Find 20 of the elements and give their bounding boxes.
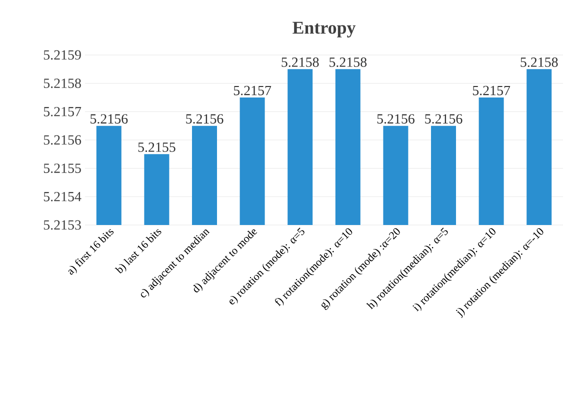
data-label: 5.2157 bbox=[472, 86, 510, 96]
x-tick-label: b) last 16 bits bbox=[114, 229, 162, 274]
data-label: 5.2158 bbox=[330, 57, 367, 67]
data-label: 5.2158 bbox=[520, 57, 558, 67]
y-tick-label: 5.2155 bbox=[44, 164, 81, 174]
x-tick-label: a) first 16 bits bbox=[68, 229, 114, 275]
y-tick-label: 5.2159 bbox=[44, 50, 81, 60]
data-label: 5.2156 bbox=[186, 114, 224, 124]
data-label: 5.2156 bbox=[377, 114, 414, 124]
y-tick-label: 5.2158 bbox=[44, 78, 81, 88]
y-tick-label: 5.2154 bbox=[44, 192, 82, 202]
y-tick-label: 5.2153 bbox=[44, 220, 81, 230]
data-label: 5.2157 bbox=[234, 86, 272, 96]
chart-title: Entropy bbox=[292, 22, 356, 38]
y-tick-label: 5.2156 bbox=[44, 135, 82, 145]
data-label: 5.2158 bbox=[282, 57, 319, 67]
y-tick-label: 5.2157 bbox=[44, 106, 82, 116]
data-label: 5.2156 bbox=[425, 114, 462, 124]
data-label: 5.2155 bbox=[138, 142, 176, 152]
data-label: 5.2156 bbox=[90, 114, 128, 124]
